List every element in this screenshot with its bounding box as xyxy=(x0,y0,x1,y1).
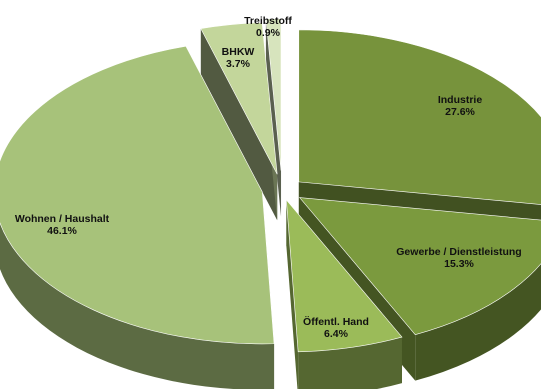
slice-wohnen-haushalt xyxy=(0,45,275,345)
slice-side-offentl-hand xyxy=(298,337,402,389)
label-offentl-hand: Öffentl. Hand xyxy=(303,315,369,328)
slice-industrie xyxy=(298,29,541,205)
label-gewerbe-dienstleistung: Gewerbe / Dienstleistung xyxy=(396,246,521,258)
label-treibstoff: Treibstoff xyxy=(244,15,292,27)
value-label-bhkw: 3.7% xyxy=(226,58,251,70)
value-label-industrie: 27.6% xyxy=(445,106,475,118)
pie-tops xyxy=(0,18,541,353)
slice-treibstoff xyxy=(265,18,282,171)
label-bhkw: BHKW xyxy=(222,46,255,58)
slice-side-gewerbe-dienstleistung xyxy=(415,263,541,381)
slice-wall-treibstoff xyxy=(265,18,282,217)
label-wohnen-haushalt: Wohnen / Haushalt xyxy=(15,213,110,225)
value-label-gewerbe-dienstleistung: 15.3% xyxy=(444,258,474,270)
slice-offentl-hand xyxy=(285,199,403,353)
slice-wall-bhkw xyxy=(200,28,278,221)
slice-bhkw xyxy=(200,22,278,175)
slice-wall-offentl-hand xyxy=(286,199,299,389)
value-label-wohnen-haushalt: 46.1% xyxy=(47,225,77,237)
slice-side-wohnen-haushalt xyxy=(0,223,275,389)
value-label-offentl-hand: 6.4% xyxy=(324,328,349,340)
slice-gewerbe-dienstleistung xyxy=(298,197,541,335)
value-label-treibstoff: 0.9% xyxy=(256,27,281,39)
label-industrie: Industrie xyxy=(438,94,482,106)
